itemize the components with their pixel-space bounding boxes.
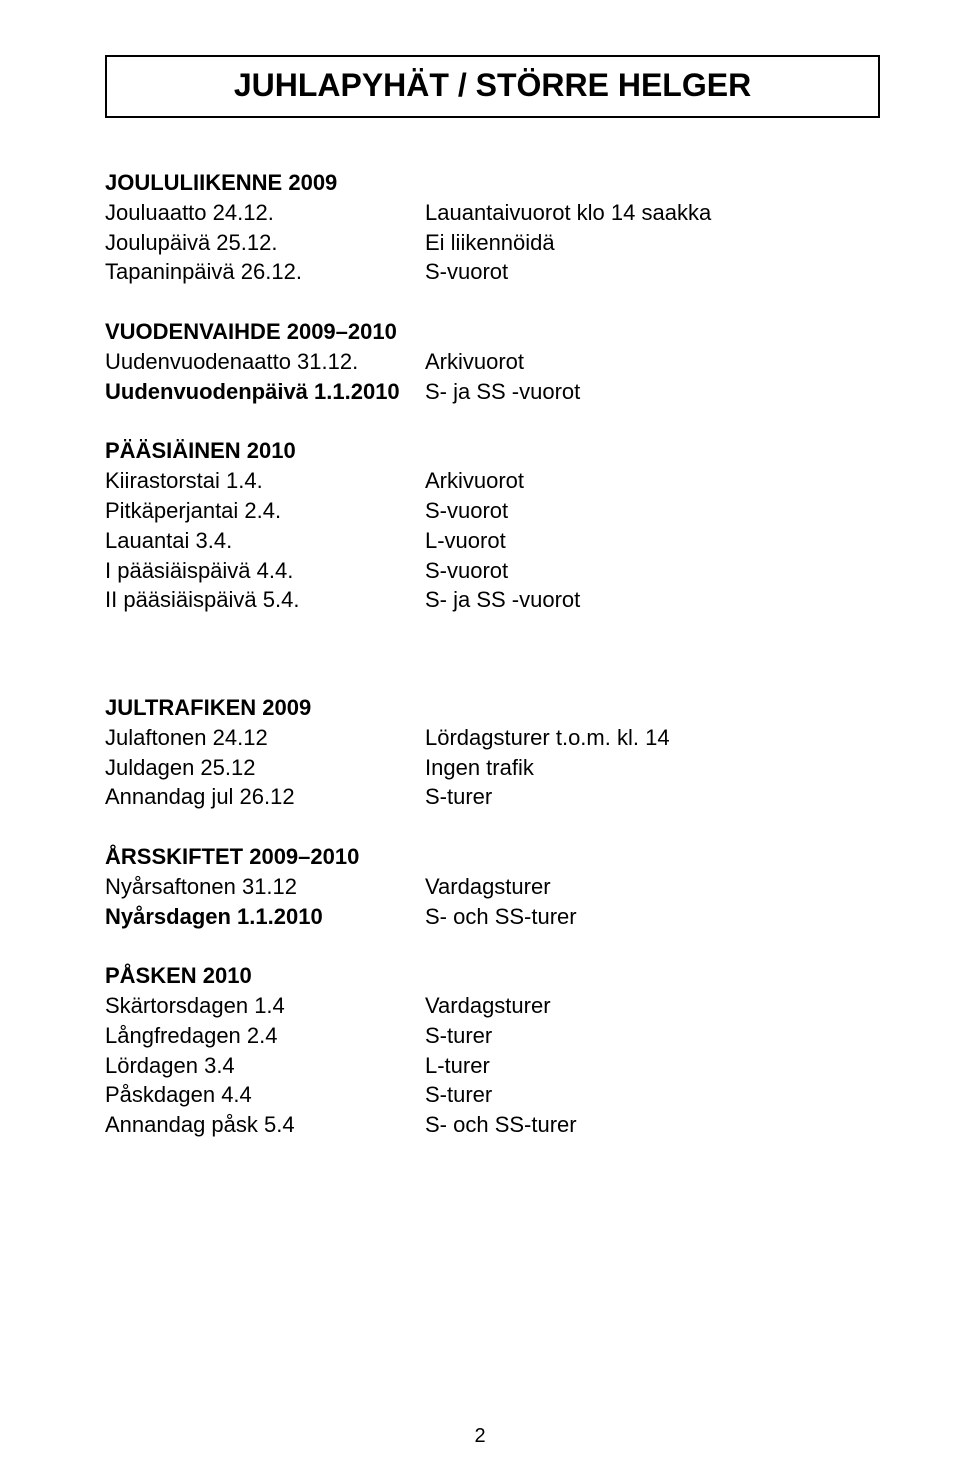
section-heading: ÅRSSKIFTET 2009–2010 <box>105 844 880 870</box>
service-label: Lördagsturer t.o.m. kl. 14 <box>425 723 880 753</box>
schedule-row: Nyårsdagen 1.1.2010 S- och SS-turer <box>105 902 880 932</box>
schedule-row: Skärtorsdagen 1.4 Vardagsturer <box>105 991 880 1021</box>
service-label: S-vuorot <box>425 496 880 526</box>
schedule-row: Jouluaatto 24.12. Lauantaivuorot klo 14 … <box>105 198 880 228</box>
date-label: Långfredagen 2.4 <box>105 1021 425 1051</box>
page-number: 2 <box>0 1425 960 1448</box>
date-label: Julaftonen 24.12 <box>105 723 425 753</box>
schedule-row: Julaftonen 24.12 Lördagsturer t.o.m. kl.… <box>105 723 880 753</box>
date-label: Jouluaatto 24.12. <box>105 198 425 228</box>
date-label: Påskdagen 4.4 <box>105 1080 425 1110</box>
schedule-row: Tapaninpäivä 26.12. S-vuorot <box>105 257 880 287</box>
date-label: Lördagen 3.4 <box>105 1051 425 1081</box>
date-label: II pääsiäispäivä 5.4. <box>105 585 425 615</box>
date-label: Joulupäivä 25.12. <box>105 228 425 258</box>
date-label: Lauantai 3.4. <box>105 526 425 556</box>
service-label: S- och SS-turer <box>425 1110 880 1140</box>
section-joulu: JOULULIIKENNE 2009 Jouluaatto 24.12. Lau… <box>105 170 880 287</box>
section-jultrafiken: JULTRAFIKEN 2009 Julaftonen 24.12 Lördag… <box>105 695 880 812</box>
service-label: L-turer <box>425 1051 880 1081</box>
service-label: Vardagsturer <box>425 991 880 1021</box>
section-heading: JOULULIIKENNE 2009 <box>105 170 880 196</box>
date-label: Annandag jul 26.12 <box>105 782 425 812</box>
section-heading: PÅSKEN 2010 <box>105 963 880 989</box>
schedule-row: Pitkäperjantai 2.4. S-vuorot <box>105 496 880 526</box>
schedule-row: II pääsiäispäivä 5.4. S- ja SS -vuorot <box>105 585 880 615</box>
service-label: S-vuorot <box>425 556 880 586</box>
service-label: Ingen trafik <box>425 753 880 783</box>
schedule-row: Annandag påsk 5.4 S- och SS-turer <box>105 1110 880 1140</box>
schedule-row: Uudenvuodenpäivä 1.1.2010 S- ja SS -vuor… <box>105 377 880 407</box>
date-label: Skärtorsdagen 1.4 <box>105 991 425 1021</box>
section-arsskiftet: ÅRSSKIFTET 2009–2010 Nyårsaftonen 31.12 … <box>105 844 880 931</box>
date-label: Pitkäperjantai 2.4. <box>105 496 425 526</box>
section-heading: PÄÄSIÄINEN 2010 <box>105 438 880 464</box>
service-label: L-vuorot <box>425 526 880 556</box>
date-label: Nyårsaftonen 31.12 <box>105 872 425 902</box>
service-label: S-turer <box>425 1021 880 1051</box>
section-paasiainen: PÄÄSIÄINEN 2010 Kiirastorstai 1.4. Arkiv… <box>105 438 880 614</box>
section-heading: VUODENVAIHDE 2009–2010 <box>105 319 880 345</box>
service-label: Vardagsturer <box>425 872 880 902</box>
date-label: Juldagen 25.12 <box>105 753 425 783</box>
date-label: Uudenvuodenaatto 31.12. <box>105 347 425 377</box>
service-label: Ei liikennöidä <box>425 228 880 258</box>
service-label: Lauantaivuorot klo 14 saakka <box>425 198 880 228</box>
schedule-row: Kiirastorstai 1.4. Arkivuorot <box>105 466 880 496</box>
schedule-row: Juldagen 25.12 Ingen trafik <box>105 753 880 783</box>
schedule-row: Lördagen 3.4 L-turer <box>105 1051 880 1081</box>
date-label: I pääsiäispäivä 4.4. <box>105 556 425 586</box>
service-label: S- ja SS -vuorot <box>425 377 880 407</box>
section-vuodenvaihde: VUODENVAIHDE 2009–2010 Uudenvuodenaatto … <box>105 319 880 406</box>
title-box: JUHLAPYHÄT / STÖRRE HELGER <box>105 55 880 118</box>
schedule-row: I pääsiäispäivä 4.4. S-vuorot <box>105 556 880 586</box>
date-label: Annandag påsk 5.4 <box>105 1110 425 1140</box>
service-label: S-turer <box>425 782 880 812</box>
schedule-row: Långfredagen 2.4 S-turer <box>105 1021 880 1051</box>
page: JUHLAPYHÄT / STÖRRE HELGER JOULULIIKENNE… <box>0 0 960 1476</box>
service-label: S- och SS-turer <box>425 902 880 932</box>
service-label: Arkivuorot <box>425 466 880 496</box>
schedule-row: Joulupäivä 25.12. Ei liikennöidä <box>105 228 880 258</box>
schedule-row: Lauantai 3.4. L-vuorot <box>105 526 880 556</box>
schedule-row: Nyårsaftonen 31.12 Vardagsturer <box>105 872 880 902</box>
section-pasken: PÅSKEN 2010 Skärtorsdagen 1.4 Vardagstur… <box>105 963 880 1139</box>
page-title: JUHLAPYHÄT / STÖRRE HELGER <box>107 67 878 104</box>
service-label: S- ja SS -vuorot <box>425 585 880 615</box>
service-label: S-turer <box>425 1080 880 1110</box>
schedule-row: Påskdagen 4.4 S-turer <box>105 1080 880 1110</box>
section-heading: JULTRAFIKEN 2009 <box>105 695 880 721</box>
schedule-row: Uudenvuodenaatto 31.12. Arkivuorot <box>105 347 880 377</box>
schedule-row: Annandag jul 26.12 S-turer <box>105 782 880 812</box>
date-label: Kiirastorstai 1.4. <box>105 466 425 496</box>
service-label: Arkivuorot <box>425 347 880 377</box>
date-label: Nyårsdagen 1.1.2010 <box>105 902 425 932</box>
date-label: Uudenvuodenpäivä 1.1.2010 <box>105 377 425 407</box>
service-label: S-vuorot <box>425 257 880 287</box>
date-label: Tapaninpäivä 26.12. <box>105 257 425 287</box>
